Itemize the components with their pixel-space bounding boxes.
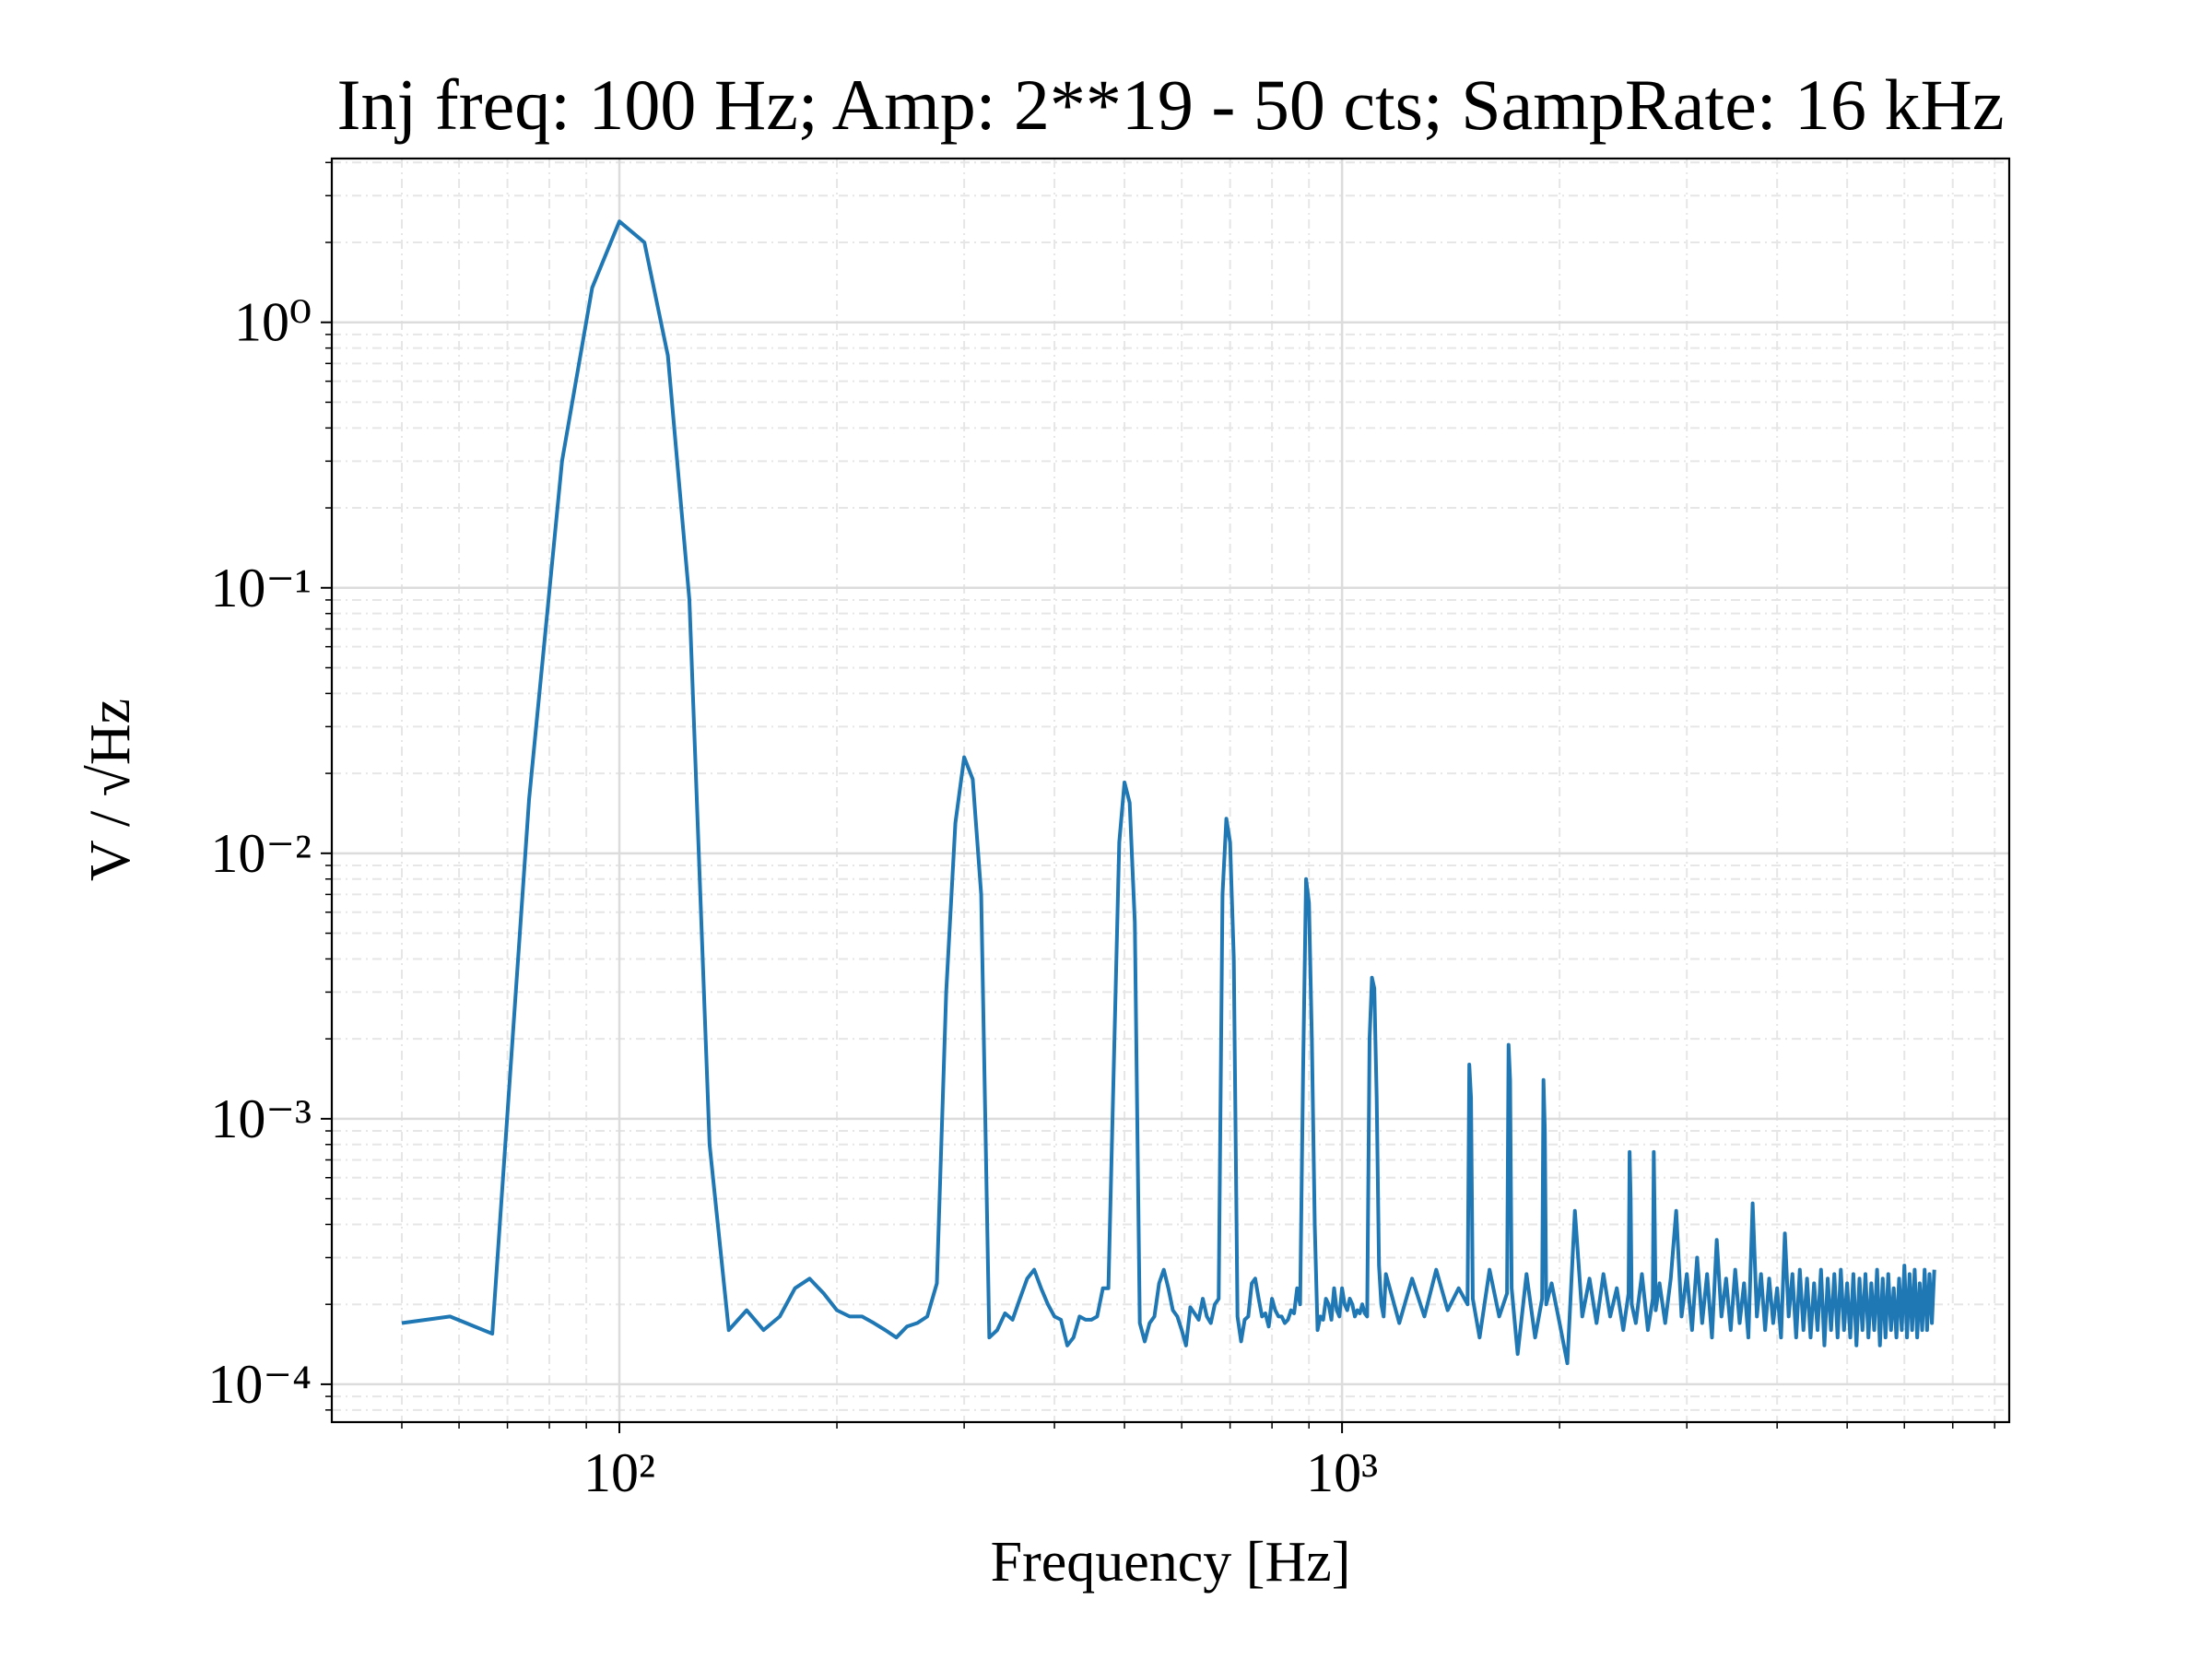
y-tick-label: 10⁻² [210,823,312,884]
y-axis-label: V / √Hz [79,699,142,881]
chart-title: Inj freq: 100 Hz; Amp: 2**19 - 50 cts; S… [337,65,2005,145]
x-tick-label: 10² [583,1442,655,1503]
axes: 10² 10³ 10⁻⁴ 10⁻³ 10⁻² 10⁻¹ 10⁰ [207,157,2011,1503]
y-tick-label: 10⁰ [234,292,312,353]
y-tick-label: 10⁻¹ [210,558,312,618]
series-line [401,219,1936,1366]
axes-frame [330,157,2011,1424]
y-tick-label: 10⁻⁴ [207,1354,312,1415]
plot-area [401,219,1936,1366]
x-tick-label: 10³ [1306,1442,1378,1503]
x-axis-label: Frequency [Hz] [991,1531,1351,1594]
y-tick-label: 10⁻³ [210,1088,312,1149]
grid [332,159,2009,1422]
